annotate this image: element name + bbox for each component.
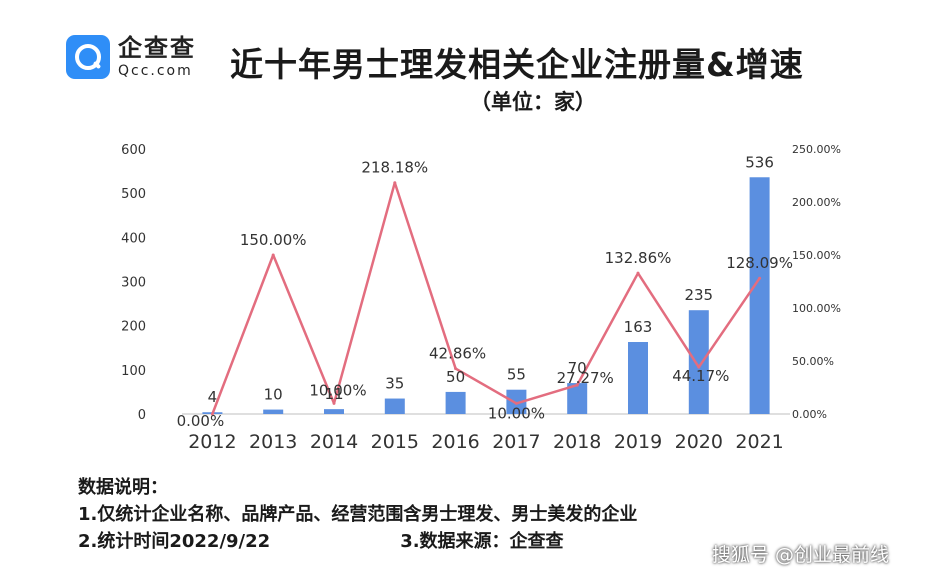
x-tick-label: 2014 (310, 431, 358, 453)
x-tick-label: 2019 (614, 431, 662, 453)
bar-value-label: 50 (446, 368, 465, 386)
growth-value-label: 10.00% (309, 381, 366, 399)
chart-subtitle: （单位：家） (470, 90, 596, 114)
x-tick-label: 2021 (735, 431, 783, 453)
bar-value-label: 4 (208, 388, 218, 406)
bar (445, 391, 466, 414)
growth-point (697, 365, 701, 369)
chart-title: 近十年男士理发相关企业注册量&增速 (230, 45, 804, 84)
y-tick-label: 0 (138, 408, 146, 423)
bar (324, 409, 344, 414)
data-notes: 数据说明： 1.仅统计企业名称、品牌产品、经营范围含男士理发、男士美发的企业 2… (78, 474, 637, 555)
x-tick-label: 2013 (249, 431, 297, 453)
bar-value-label: 163 (624, 318, 653, 336)
growth-value-label: 132.86% (605, 249, 672, 267)
bar (567, 383, 588, 414)
bar-value-label: 235 (684, 286, 713, 304)
y2-tick-label: 200.00% (792, 196, 841, 209)
y2-tick-label: 50.00% (792, 355, 834, 368)
growth-point (393, 181, 397, 185)
bar-value-label: 35 (385, 375, 404, 393)
y-tick-label: 300 (121, 276, 146, 291)
bar (688, 310, 709, 414)
bar-value-label: 11 (324, 385, 343, 403)
growth-point (575, 383, 579, 387)
x-tick-label: 2016 (431, 431, 479, 453)
notes-heading: 数据说明： (78, 477, 168, 498)
y2-tick-label: 150.00% (792, 249, 841, 262)
growth-value-label: 42.86% (429, 345, 486, 363)
growth-value-label: 44.17% (672, 367, 729, 385)
logo: 企查查 Qcc.com (66, 35, 196, 79)
x-tick-label: 2015 (371, 431, 419, 453)
y2-tick-label: 0.00% (792, 408, 827, 421)
bar (384, 398, 405, 414)
growth-value-label: 218.18% (361, 159, 428, 177)
y2-tick-label: 100.00% (792, 302, 841, 315)
watermark: 搜狐号 @创业最前线 (712, 544, 890, 566)
growth-point (758, 276, 762, 280)
y-tick-label: 200 (121, 320, 146, 335)
growth-value-label: 128.09% (726, 254, 793, 272)
growth-value-label: 10.00% (488, 404, 545, 422)
y-tick-label: 100 (121, 364, 146, 379)
bar (628, 342, 648, 414)
bar-value-label: 55 (507, 366, 526, 384)
logo-en-text: Qcc.com (118, 63, 193, 79)
bar (263, 409, 284, 414)
bar-value-label: 536 (745, 153, 774, 171)
notes-line-2b: 3.数据来源：企查查 (400, 531, 564, 552)
y-tick-label: 600 (121, 143, 146, 158)
growth-point (514, 401, 518, 405)
y2-tick-label: 250.00% (792, 143, 841, 156)
growth-value-label: 150.00% (240, 231, 307, 249)
growth-point (636, 271, 640, 275)
qcc-logo-icon (66, 35, 110, 79)
x-tick-label: 2012 (188, 431, 236, 453)
x-tick-label: 2018 (553, 431, 601, 453)
growth-point (332, 401, 336, 405)
logo-cn-text: 企查查 (118, 34, 196, 62)
bar (749, 177, 770, 414)
x-tick-label: 2017 (492, 431, 540, 453)
notes-line-1: 1.仅统计企业名称、品牌产品、经营范围含男士理发、男士美发的企业 (78, 504, 638, 525)
bar-value-label: 70 (568, 359, 587, 377)
growth-value-label: 27.27% (557, 369, 614, 387)
bar-value-label: 10 (264, 386, 283, 404)
growth-line (211, 181, 761, 415)
growth-point (210, 412, 214, 416)
x-tick-label: 2020 (675, 431, 723, 453)
y-tick-label: 400 (121, 231, 146, 246)
growth-point (454, 367, 458, 371)
growth-point (271, 253, 275, 257)
notes-line-2a: 2.统计时间2022/9/22 (78, 531, 271, 552)
growth-value-label: 0.00% (177, 412, 225, 430)
bar (506, 389, 527, 414)
y-tick-label: 500 (121, 187, 146, 202)
